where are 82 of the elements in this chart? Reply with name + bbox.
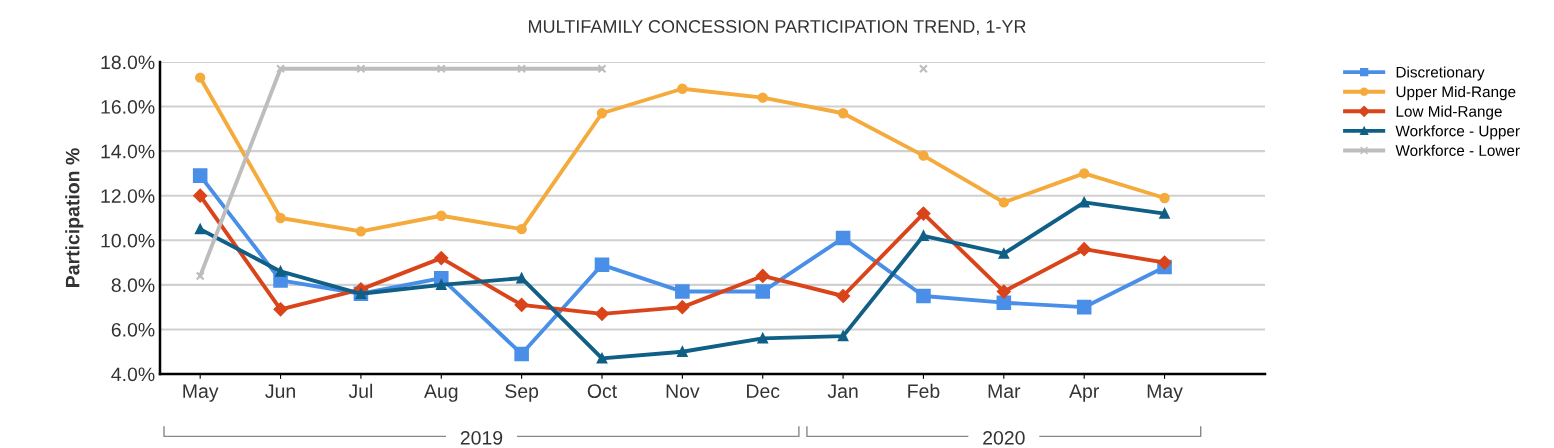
point [1078, 197, 1090, 208]
point [1159, 192, 1170, 204]
point [273, 302, 288, 317]
point [516, 223, 527, 235]
point [596, 108, 608, 119]
x-tick-label: May [183, 384, 219, 402]
x-tick-label: May [1147, 384, 1183, 402]
point [836, 289, 851, 303]
point [195, 271, 205, 281]
point [194, 223, 206, 235]
point [275, 212, 286, 224]
point [677, 83, 688, 94]
point [275, 266, 286, 277]
y-tick-label: 8.0% [111, 278, 155, 293]
legend-label: Low Mid-Range [1396, 105, 1502, 120]
point [516, 272, 527, 284]
point [837, 330, 849, 342]
y-tick-label: 16.0% [101, 100, 155, 114]
point [1159, 208, 1170, 219]
point [514, 346, 529, 362]
point [194, 72, 206, 83]
text: 2020 [983, 430, 1025, 445]
point [755, 269, 770, 283]
point [918, 230, 929, 242]
point [434, 251, 449, 266]
point [594, 257, 610, 273]
point [1076, 299, 1092, 315]
point [996, 295, 1012, 310]
point [355, 226, 367, 237]
point [757, 92, 768, 103]
x-tick-label: Apr [1069, 384, 1099, 402]
legend-label: Discretionary [1396, 66, 1485, 81]
y-tick-label: 4.0% [111, 367, 155, 382]
point [837, 108, 849, 119]
point [192, 168, 208, 183]
legend-label: Workforce - Lower [1395, 144, 1520, 156]
point [675, 300, 690, 315]
text: 2019 [460, 430, 503, 445]
y-tick-label: 10.0% [101, 233, 155, 248]
point [193, 188, 208, 203]
point [1078, 168, 1090, 179]
x-tick-label: Nov [666, 384, 700, 398]
x-tick-label: Mar [988, 384, 1021, 398]
y-axis-title: Participation % [65, 148, 84, 287]
point [436, 279, 447, 291]
point [596, 353, 608, 364]
point [996, 284, 1011, 299]
point [517, 64, 527, 74]
legend-label: Workforce - Upper [1395, 125, 1520, 140]
x-tick-label: Jan [827, 384, 858, 398]
x-tick-label: Jul [348, 383, 373, 398]
point [677, 346, 688, 357]
point [1157, 255, 1172, 270]
point [916, 288, 931, 304]
point [835, 230, 851, 246]
point [436, 210, 447, 221]
x-tick-label: Oct [587, 384, 617, 398]
y-tick-label: 18.0% [101, 55, 155, 70]
y-tick-label: 6.0% [111, 322, 155, 337]
x-tick-label: Jun [265, 384, 295, 398]
x-tick-label: Feb [908, 383, 940, 398]
y-tick-label: 12.0% [101, 189, 155, 203]
point [436, 64, 446, 74]
point [514, 297, 529, 312]
point [998, 248, 1010, 259]
point [916, 206, 931, 221]
point [918, 64, 928, 74]
point [595, 306, 609, 321]
point [675, 284, 690, 299]
point [1077, 242, 1092, 257]
legend-label: Upper Mid-Range [1396, 85, 1516, 101]
x-tick-label: Sep [505, 384, 539, 402]
x-tick-label: Aug [424, 384, 458, 402]
point [276, 64, 286, 74]
point [755, 284, 771, 299]
point [597, 64, 607, 74]
y-tick-label: 14.0% [101, 144, 155, 159]
point [356, 64, 366, 74]
point [918, 150, 929, 161]
x-tick-label: Dec [747, 384, 780, 398]
point [998, 197, 1010, 208]
chart-title: MULTIFAMILY CONCESSION PARTICIPATION TREND, 1-YR [528, 20, 1026, 35]
